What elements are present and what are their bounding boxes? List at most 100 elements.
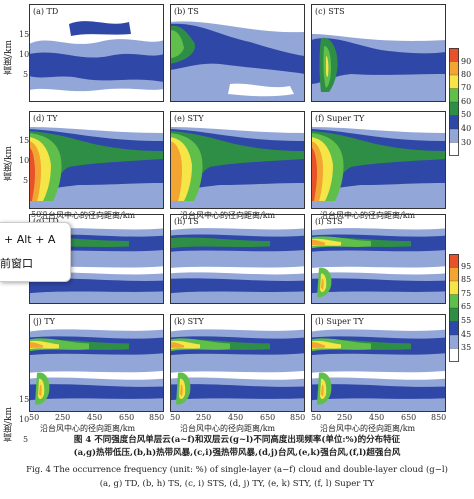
panel-frame: [29, 4, 164, 102]
panel-b: (b) TS: [170, 4, 305, 102]
colorbar-swatch: [448, 280, 460, 296]
panel-l: (l) Super TY: [311, 314, 446, 412]
y-axis-label-row2: 高度/km: [4, 146, 14, 182]
contour-band: [180, 384, 183, 397]
colorbar-swatch: [448, 142, 460, 157]
ytick: 15: [19, 30, 30, 39]
panel-frame: [170, 111, 305, 209]
colorbar-swatch: [448, 115, 460, 130]
contour-band: [170, 131, 305, 197]
panel-label: (a) TD: [33, 7, 58, 16]
caption-cn-2: (a,g)热带低压,(b,h)热带风暴,(c,i)强热带风暴,(d,j)台风,(…: [73, 448, 401, 458]
panel-j: (j) TY: [29, 314, 164, 412]
ytick: 5: [23, 176, 29, 185]
contour-band: [311, 239, 325, 246]
contour-band: [170, 30, 184, 58]
contour-band: [228, 83, 294, 97]
colorbar-swatch: [448, 334, 460, 350]
y-axis-label-row1: 高度/km: [4, 40, 14, 76]
ytick: 10: [19, 50, 30, 59]
contour-band: [311, 384, 446, 401]
contour-band: [39, 384, 42, 397]
cbar-bottom-tick: 55: [461, 316, 472, 325]
panel-k: (k) STY: [170, 314, 305, 412]
panel-h: (h) TS: [170, 214, 305, 304]
ytick: 5: [23, 435, 29, 444]
x-axis-label-l: 沿台风中心的径向距离/km: [320, 424, 416, 433]
contour-band: [326, 56, 329, 77]
cbar-bottom-tick: 35: [461, 343, 472, 352]
panel-frame: [311, 111, 446, 209]
colorbar-swatch: [448, 74, 460, 90]
cbar-bottom-tick: 85: [461, 275, 472, 284]
panel-label: (b) TS: [174, 7, 199, 16]
colorbar-swatch: [448, 294, 460, 309]
colorbar-bottom: [448, 253, 460, 363]
cbar-top-tick: 40: [461, 124, 472, 133]
contour-band: [311, 131, 446, 197]
contour-band: [29, 384, 164, 401]
contour-band: [29, 147, 35, 201]
colorbar-swatch: [448, 88, 460, 103]
contour-band: [29, 131, 164, 197]
contour-band: [311, 342, 325, 349]
cbar-top-tick: 30: [461, 138, 472, 147]
contour-band: [170, 342, 184, 349]
panel-label: (h) TS: [174, 217, 199, 226]
colorbar-frame: [449, 48, 459, 156]
panel-d: (d) TY: [29, 111, 164, 209]
panel-i: (i) STS: [311, 214, 446, 304]
contour-band: [170, 237, 270, 249]
contour-band: [311, 278, 446, 294]
panel-label: (j) TY: [33, 317, 56, 326]
panel-label: (d) TY: [33, 114, 58, 123]
x-axis-label-e: 沿台风中心的径向距离/km: [180, 211, 276, 220]
colorbar-swatch: [448, 253, 460, 269]
colorbar-swatch: [448, 61, 460, 76]
contour-band: [29, 342, 43, 349]
panel-frame: [170, 314, 305, 412]
cbar-bottom-tick: 65: [461, 302, 472, 311]
contour-band: [170, 23, 305, 75]
panel-label: (g) TD: [33, 217, 59, 226]
cbar-top-tick: 60: [461, 97, 472, 106]
panel-frame: [170, 4, 305, 102]
panel-frame: [170, 214, 305, 304]
panel-f: (f) Super TY: [311, 111, 446, 209]
colorbar-swatch: [448, 47, 460, 63]
caption-en-1: Fig. 4 The occurrence frequency (unit: %…: [26, 465, 448, 475]
x-axis-label-d: 沿台风中心的径向距离/km: [40, 211, 136, 220]
panel-frame: [311, 314, 446, 412]
panel-c: (c) STS: [311, 4, 446, 102]
panel-frame: [29, 111, 164, 209]
cbar-top-tick: 70: [461, 83, 472, 92]
ytick: 10: [19, 156, 30, 165]
panel-frame: [29, 314, 164, 412]
x-axis-label-f: 沿台风中心的径向距离/km: [320, 211, 416, 220]
panel-label: (k) STY: [174, 317, 204, 326]
panel-label: (c) STS: [315, 7, 345, 16]
contour-band: [311, 147, 317, 201]
colorbar-swatch: [448, 267, 460, 282]
contour-band: [170, 141, 182, 201]
popup-action-text[interactable]: 前窗口: [0, 257, 33, 270]
contour-band: [29, 52, 164, 82]
cbar-bottom-tick: 75: [461, 289, 472, 298]
ytick: 10: [19, 415, 30, 424]
xtick-row2-a: 50: [31, 210, 42, 219]
cbar-top-tick: 90: [461, 57, 472, 66]
colorbar-swatch: [448, 307, 460, 323]
contour-band: [321, 278, 324, 290]
x-axis-label-k: 沿台风中心的径向距离/km: [180, 424, 276, 433]
cbar-bottom-tick: 95: [461, 262, 472, 271]
panel-a: (a) TD: [29, 4, 164, 102]
colorbar-frame: [449, 254, 459, 362]
x-axis-label-j: 沿台风中心的径向距离/km: [40, 424, 136, 433]
contour-band: [69, 21, 131, 36]
colorbar-swatch: [448, 321, 460, 336]
ytick: 15: [19, 395, 30, 404]
shortcut-popup[interactable]: + Alt + A 前窗口: [0, 222, 71, 282]
caption-cn-1: 图 4 不同强度台风单层云(a~f)和双层云(g~l)不同高度出现频率(单位:%…: [73, 435, 401, 445]
panel-frame: [311, 214, 446, 304]
cbar-top-tick: 80: [461, 70, 472, 79]
